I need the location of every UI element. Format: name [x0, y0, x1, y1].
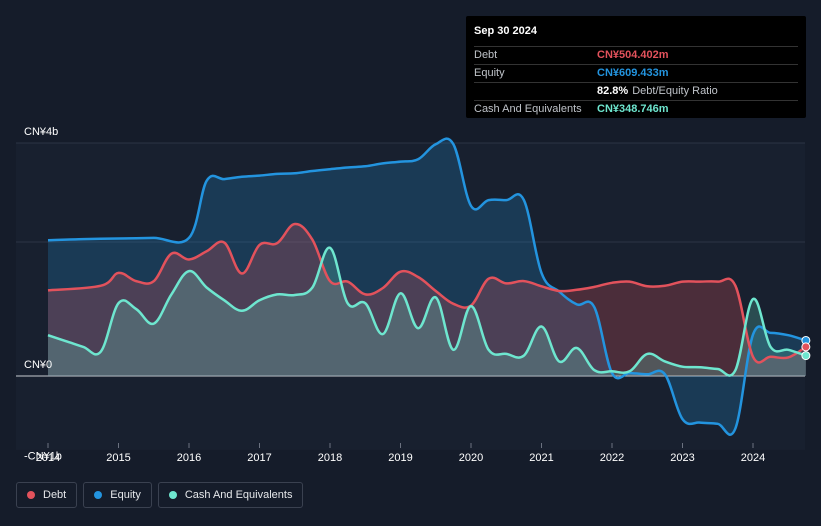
- equity-line: [47, 137, 807, 436]
- x-tick-label: 2021: [529, 452, 553, 464]
- tooltip-ratio-value: 82.8%: [597, 85, 629, 97]
- chart-legend: Debt Equity Cash And Equivalents: [16, 482, 304, 508]
- chart-endpoints: [801, 335, 811, 361]
- x-axis-labels: 2014 2015 2016 2017 2018 2019 2020 2021 2022 2023…: [36, 443, 765, 464]
- tooltip-equity-row: Equity CN¥609.433m: [474, 65, 798, 83]
- legend-cash-button[interactable]: Cash And Equivalents: [157, 482, 304, 508]
- x-tick-label: 2019: [388, 452, 412, 464]
- tooltip-equity-label: Equity: [474, 67, 505, 79]
- y-tick-label: -CN¥1b: [24, 450, 62, 462]
- tooltip-ratio-label: Debt/Equity Ratio: [632, 85, 718, 97]
- tooltip-equity-value: CN¥609.433m: [597, 67, 669, 79]
- y-axis-labels: CN¥4b CN¥0 -CN¥1b: [24, 126, 62, 462]
- tooltip-debt-value: CN¥504.402m: [597, 49, 669, 61]
- x-tick-label: 2016: [177, 452, 201, 464]
- legend-equity-label: Equity: [110, 489, 141, 501]
- x-tick-label: 2015: [106, 452, 130, 464]
- cash-line: [47, 246, 807, 377]
- y-tick-label: CN¥0: [24, 359, 52, 371]
- tooltip-date: Sep 30 2024: [474, 24, 798, 47]
- debt-dot-icon: [27, 491, 35, 499]
- cash-endpoint: [801, 351, 811, 361]
- debt-endpoint: [801, 342, 811, 352]
- tooltip-cash-label: Cash And Equivalents: [474, 103, 582, 115]
- y-tick-label: CN¥4b: [24, 126, 58, 138]
- chart-lines: [47, 137, 807, 436]
- tooltip-ratio-row: 82.8% Debt/Equity Ratio: [474, 83, 798, 101]
- equity-area: [48, 138, 806, 435]
- legend-equity-button[interactable]: Equity: [83, 482, 152, 508]
- tooltip-debt-row: Debt CN¥504.402m: [474, 47, 798, 65]
- cash-dot-icon: [168, 491, 177, 499]
- debt-line: [47, 222, 807, 364]
- x-tick-label: 2018: [318, 452, 342, 464]
- legend-debt-label: Debt: [43, 489, 67, 501]
- chart-grid: [16, 142, 805, 450]
- x-tick-label: 2023: [670, 452, 694, 464]
- tooltip-debt-label: Debt: [474, 49, 498, 61]
- legend-debt-button[interactable]: Debt: [16, 482, 78, 508]
- x-tick-label: 2017: [247, 452, 271, 464]
- x-tick-label: 2024: [741, 452, 765, 464]
- x-tick-label: 2020: [459, 452, 483, 464]
- x-tick-label: 2022: [600, 452, 624, 464]
- x-tick-label: 2014: [36, 452, 60, 464]
- debt-area: [48, 223, 806, 376]
- tooltip-cash-row: Cash And Equivalents CN¥348.746m: [474, 101, 798, 118]
- legend-cash-label: Cash And Equivalents: [184, 489, 293, 501]
- data-tooltip: Sep 30 2024 Debt CN¥504.402m Equity CN¥6…: [466, 16, 806, 118]
- tooltip-cash-value: CN¥348.746m: [597, 103, 669, 115]
- equity-dot-icon: [94, 491, 103, 499]
